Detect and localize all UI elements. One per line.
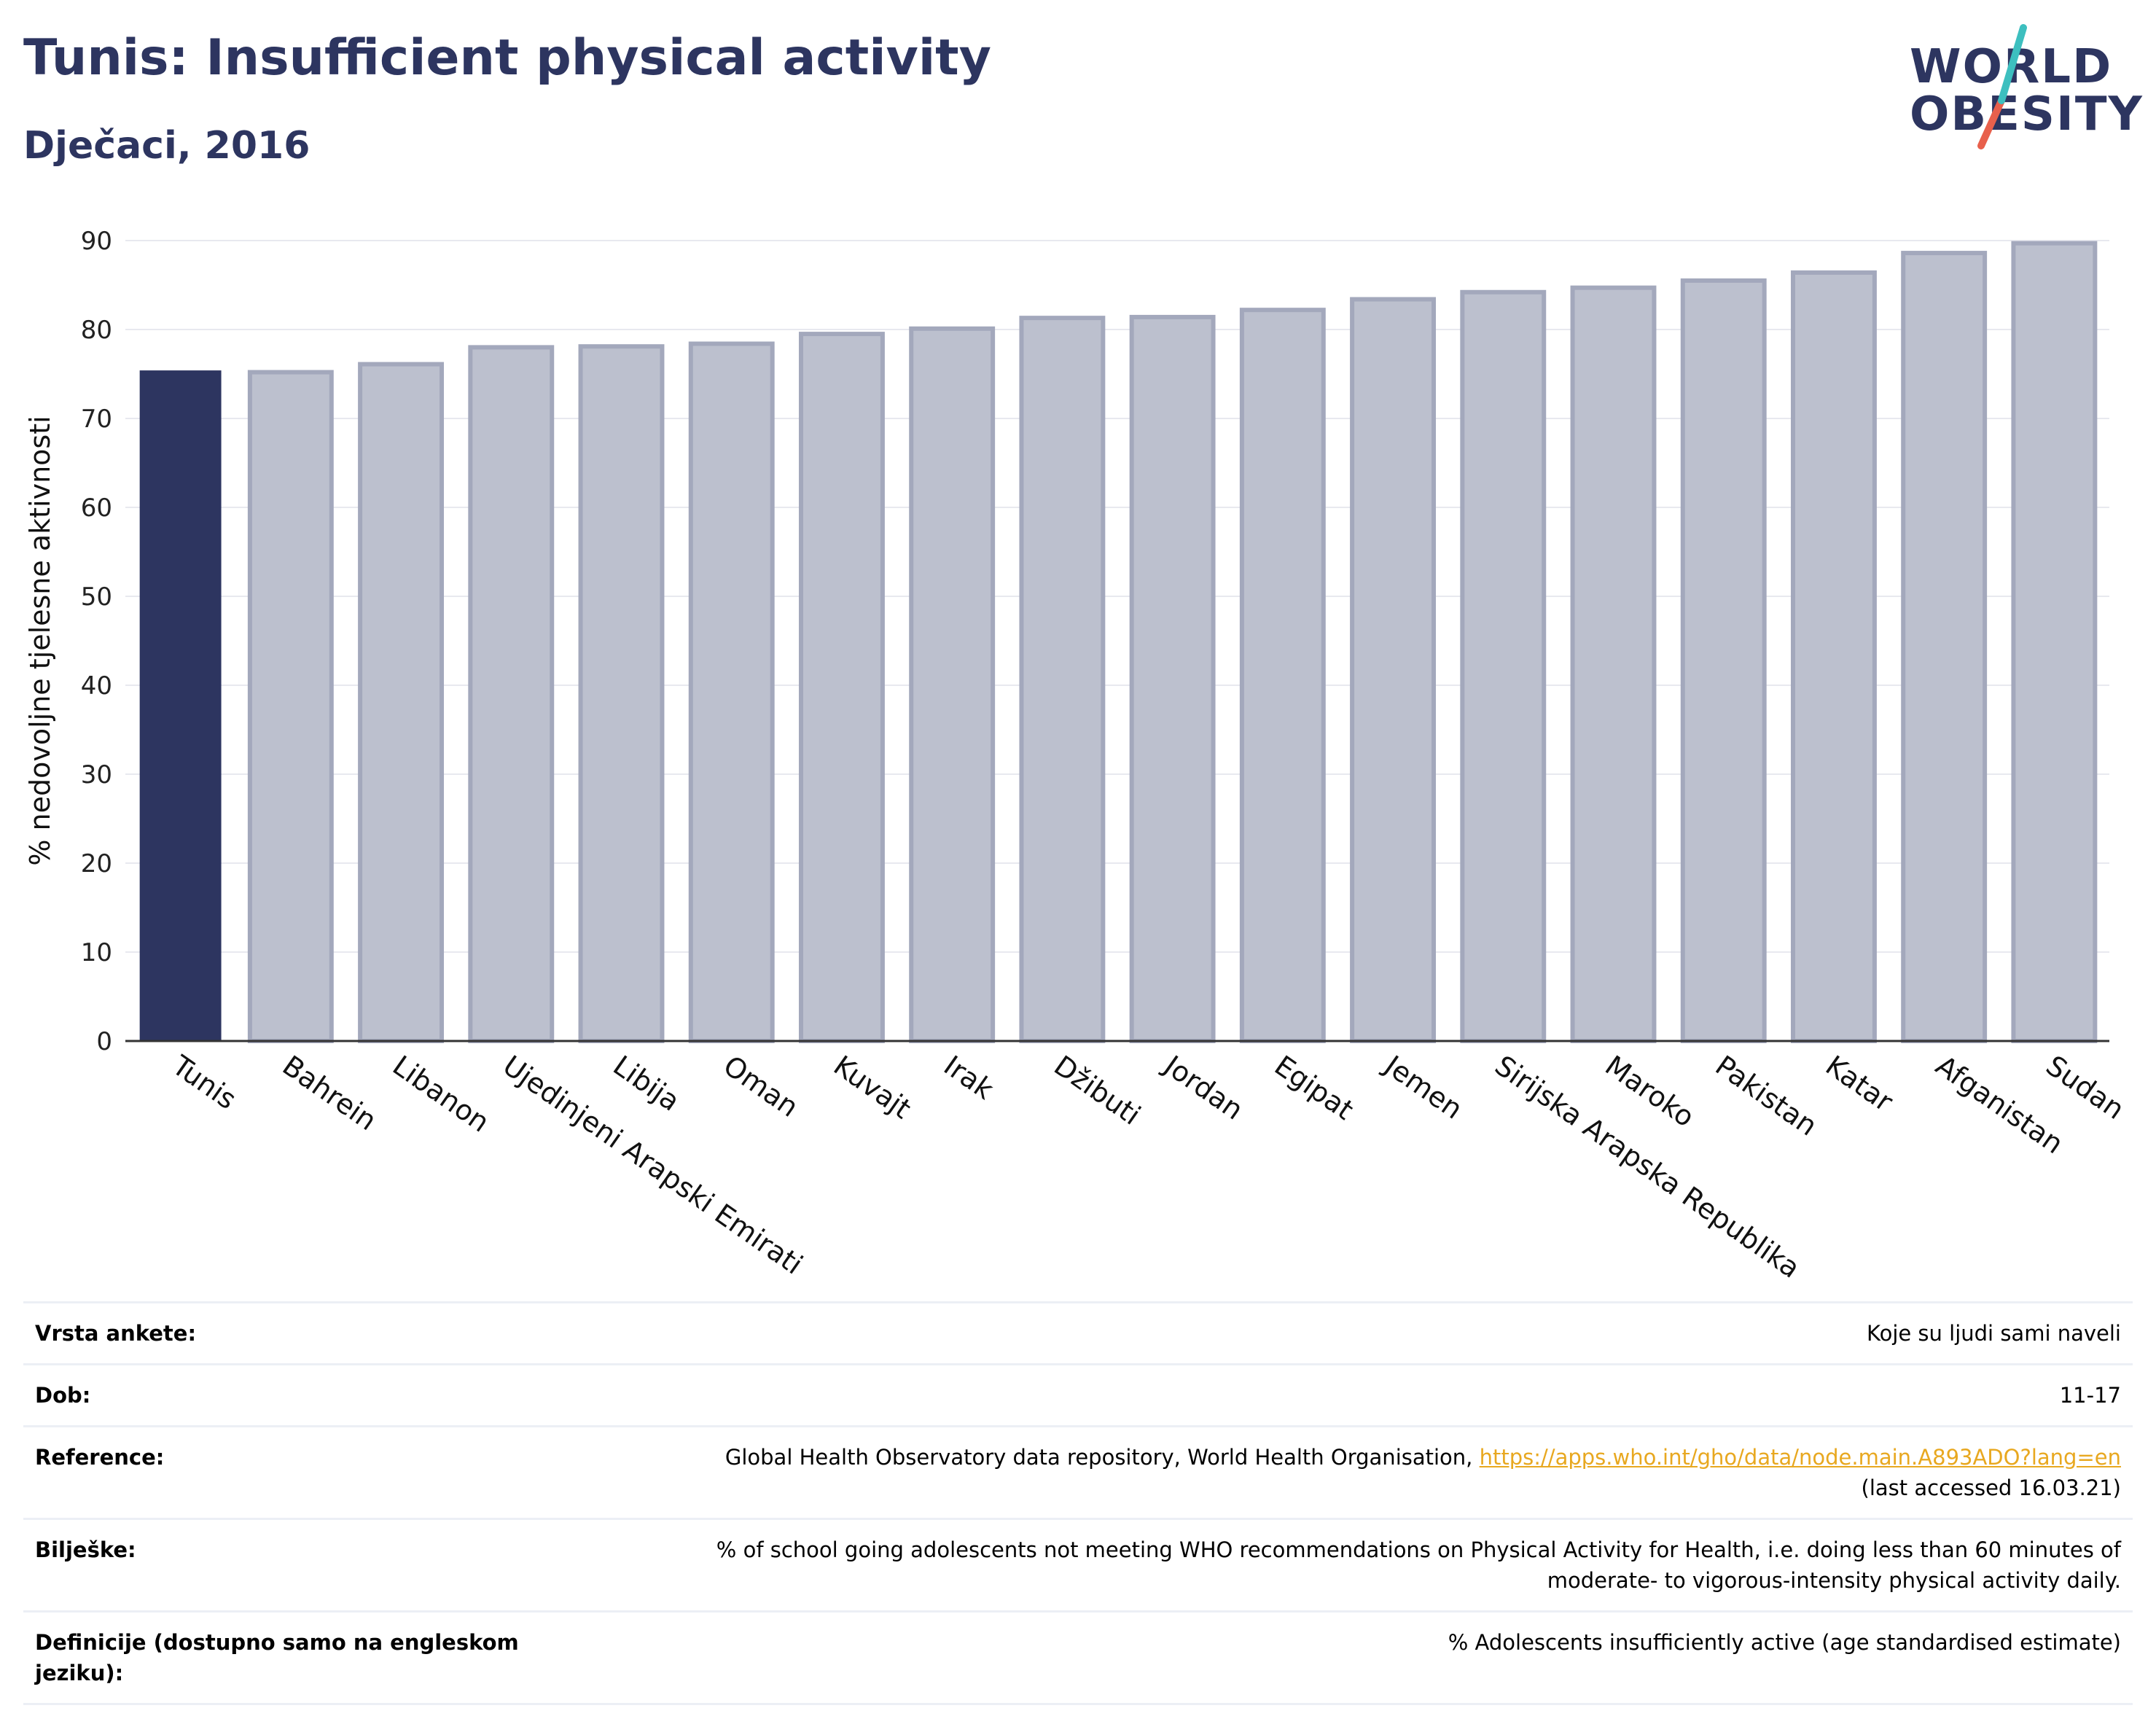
- x-tick-label: Maroko: [1599, 1049, 1700, 1133]
- x-tick-label: Bahrein: [277, 1049, 383, 1136]
- bar: [139, 370, 222, 1041]
- bar: [1680, 278, 1767, 1043]
- x-tick-label: Jordan: [1157, 1048, 1249, 1126]
- reference-text: Global Health Observatory data repositor…: [724, 1445, 1473, 1470]
- y-tick-label: 30: [81, 760, 112, 789]
- chart-title: Tunis: Insufficient physical activity: [23, 29, 991, 87]
- y-tick-label: 10: [81, 938, 112, 967]
- x-tick-label: Tunis: [166, 1049, 243, 1116]
- bar: [1570, 285, 1657, 1043]
- info-value: % of school going adolescents not meetin…: [716, 1537, 2121, 1594]
- info-label: Bilješke:: [35, 1537, 136, 1563]
- y-tick-label: 50: [81, 582, 112, 612]
- bar: [1019, 316, 1106, 1043]
- bar: [1129, 314, 1216, 1044]
- bar: [1460, 289, 1547, 1043]
- bar: [1350, 297, 1437, 1043]
- bar: [578, 344, 665, 1043]
- x-tick-label: Džibuti: [1048, 1049, 1147, 1131]
- x-tick-label: Sudan: [2040, 1049, 2130, 1126]
- world-obesity-logo: WORLD OBESITY: [1895, 22, 2143, 153]
- info-row-reference: Reference: Global Health Observatory dat…: [23, 1425, 2133, 1518]
- y-tick-label: 70: [81, 405, 112, 434]
- info-value: % Adolescents insufficiently active (age…: [1448, 1630, 2121, 1656]
- bar: [358, 362, 445, 1043]
- y-tick-label: 90: [81, 227, 112, 256]
- y-tick-label: 80: [81, 316, 112, 345]
- x-tick-label: Pakistan: [1710, 1049, 1824, 1142]
- info-value: Global Health Observatory data repositor…: [601, 1427, 2133, 1518]
- bar: [247, 370, 334, 1043]
- chart-subtitle: Dječaci, 2016: [23, 124, 310, 168]
- info-label: Definicije (dostupno samo na engleskom j…: [35, 1630, 519, 1686]
- y-axis-label: % nedovoljne tjelesne aktivnosti: [24, 416, 56, 865]
- info-label: Reference:: [35, 1445, 165, 1470]
- info-row-age: Dob: 11-17: [23, 1363, 2133, 1425]
- x-tick-label: Libanon: [387, 1049, 496, 1138]
- x-tick-label: Egipat: [1269, 1049, 1359, 1126]
- info-value: Koje su ljudi sami naveli: [1867, 1321, 2121, 1346]
- info-row-survey-type: Vrsta ankete: Koje su ljudi sami naveli: [23, 1301, 2133, 1363]
- bar: [1790, 270, 1877, 1043]
- x-tick-label: Libija: [607, 1049, 685, 1118]
- reference-link[interactable]: https://apps.who.int/gho/data/node.main.…: [1479, 1445, 2121, 1470]
- info-label: Vrsta ankete:: [35, 1321, 197, 1346]
- bar: [1901, 251, 1988, 1044]
- x-tick-label: Katar: [1820, 1049, 1899, 1118]
- bar: [909, 326, 996, 1043]
- bar: [798, 332, 885, 1044]
- bar: [1239, 308, 1326, 1044]
- logo-line-2: OBESITY: [1910, 87, 2144, 141]
- logo-slash-icon: [1977, 24, 2027, 149]
- bar: [2011, 241, 2098, 1043]
- x-tick-label: Oman: [718, 1049, 805, 1123]
- info-label: Dob:: [35, 1383, 91, 1408]
- bar: [468, 345, 555, 1043]
- info-row-definitions: Definicije (dostupno samo na engleskom j…: [23, 1610, 2133, 1706]
- info-table: Vrsta ankete: Koje su ljudi sami naveli …: [23, 1301, 2133, 1706]
- bar-chart: 0 10 20 30 40 50 60 70 80 90 % nedovoljne tjelesne…: [24, 227, 2130, 1283]
- y-tick-label: 60: [81, 494, 112, 523]
- x-tick-label: Jemen: [1378, 1048, 1468, 1125]
- x-tick-label: Irak: [938, 1049, 999, 1105]
- y-tick-label: 40: [81, 671, 112, 701]
- reference-accessed: (last accessed 16.03.21): [1861, 1475, 2121, 1501]
- info-row-notes: Bilješke: % of school going adolescents …: [23, 1518, 2133, 1610]
- bar: [688, 341, 775, 1043]
- x-tick-label: Kuvajt: [828, 1049, 917, 1125]
- y-tick-label: 0: [96, 1027, 112, 1056]
- info-value: 11-17: [2059, 1383, 2121, 1408]
- y-tick-label: 20: [81, 849, 112, 878]
